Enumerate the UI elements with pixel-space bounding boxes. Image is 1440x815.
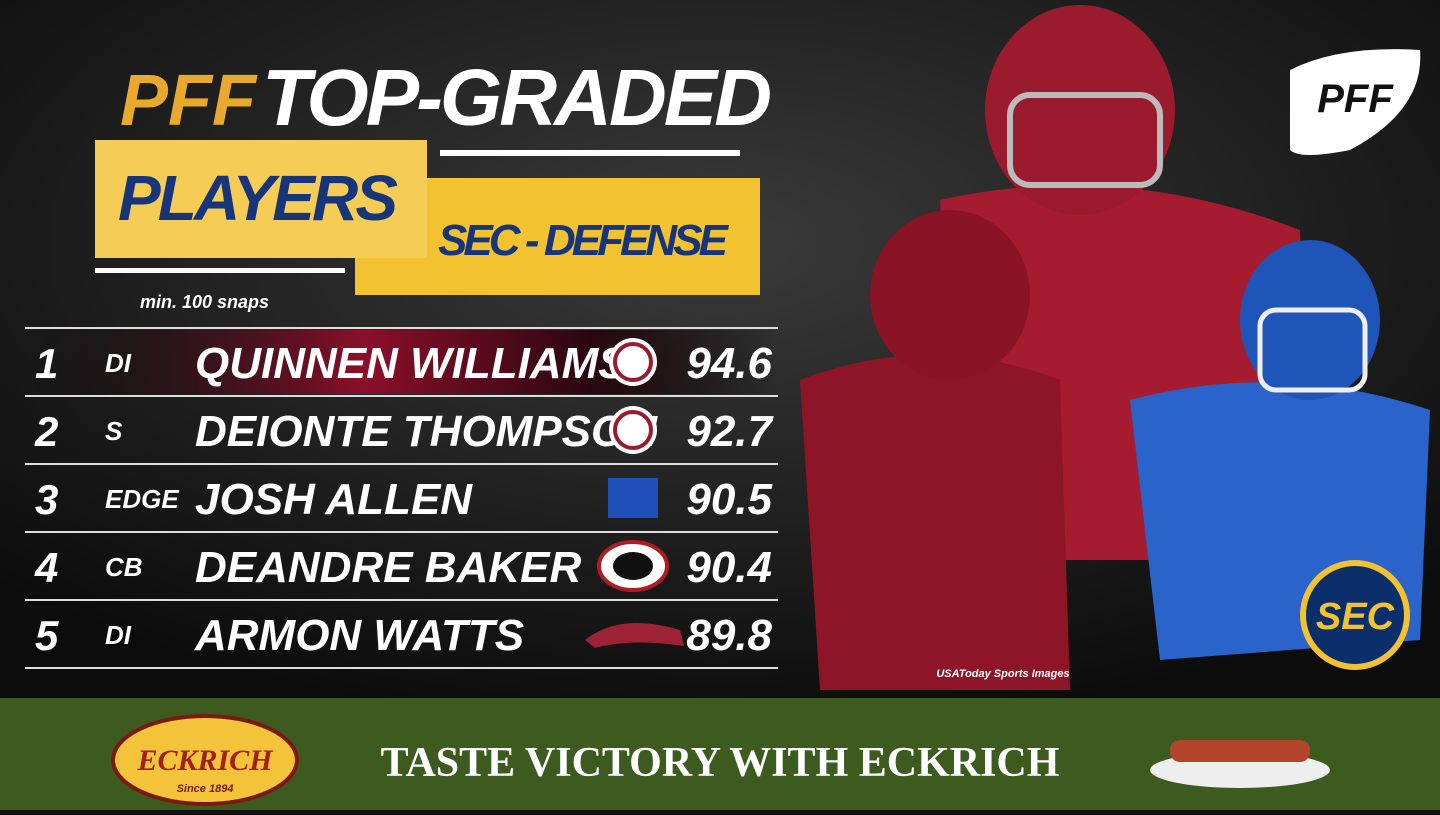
sponsor-name: ECKRICH (136, 744, 274, 777)
helmet-blue (1240, 240, 1380, 400)
pff-logo-shape (1290, 49, 1421, 155)
pff-logo: PFF (1317, 77, 1394, 121)
position: DI (105, 348, 132, 378)
subtitle: PLAYERS (118, 162, 398, 234)
rule (440, 150, 740, 156)
rank: 1 (35, 340, 58, 387)
rank: 2 (34, 408, 58, 455)
rank: 5 (35, 612, 59, 659)
grade: 90.5 (686, 475, 772, 524)
helmet-red (985, 5, 1175, 215)
subtitle-box (95, 140, 427, 258)
player-name: DEIONTE THOMPSON (195, 407, 658, 456)
team-logo (608, 478, 658, 518)
grade: 94.6 (686, 339, 772, 388)
note: min. 100 snaps (140, 292, 269, 312)
sponsor-since: Since 1894 (177, 783, 234, 795)
helmet-red-2 (870, 210, 1030, 380)
player-name: JOSH ALLEN (195, 475, 473, 524)
rule (95, 268, 345, 273)
grade: 90.4 (686, 543, 772, 592)
table: 1 DI QUINNEN WILLIAMS 94.6 2 S DEIONTE THOMPSO… (25, 327, 778, 669)
team-logo (613, 342, 653, 382)
title: TOP-GRADED (262, 53, 772, 142)
facemask-blue (1257, 307, 1368, 393)
team-logo (585, 622, 684, 648)
player-name: DEANDRE BAKER (195, 543, 581, 592)
tag: SEC - DEFENSE (438, 216, 730, 265)
sponsor-logo-shape (111, 714, 299, 806)
rank: 3 (35, 476, 58, 523)
position: EDGE (105, 484, 179, 514)
brand-title: PFF (120, 61, 258, 141)
rank: 4 (34, 544, 58, 591)
position: S (105, 416, 123, 446)
sec-logo-shape (1300, 560, 1410, 670)
food (1170, 740, 1310, 762)
grade: 92.7 (686, 407, 774, 456)
jersey-red-front (800, 355, 1070, 690)
photo-credit: USAToday Sports Images (936, 668, 1069, 680)
position: CB (105, 552, 143, 582)
player-name: QUINNEN WILLIAMS (195, 339, 628, 388)
facemask (1007, 92, 1163, 188)
sec-logo: SEC (1316, 596, 1395, 638)
team-logo (613, 410, 653, 450)
player-name: ARMON WATTS (194, 611, 524, 660)
grade: 89.8 (686, 611, 772, 660)
slogan: TASTE VICTORY WITH ECKRICH (381, 740, 1060, 786)
position: DI (105, 620, 132, 650)
team-logo (613, 552, 653, 580)
